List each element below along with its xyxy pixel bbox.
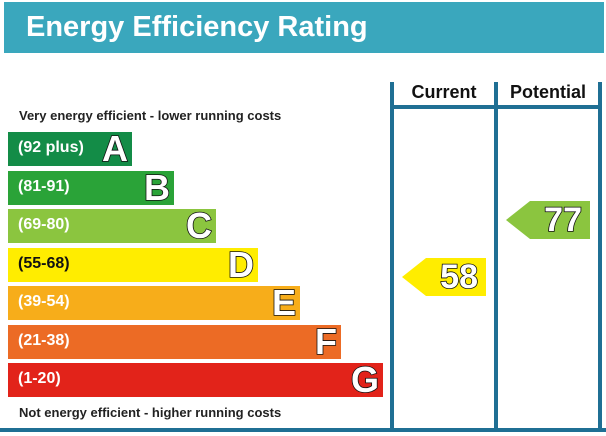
bottom-note: Not energy efficient - higher running co… [19, 405, 282, 420]
band-d: (55-68) D [8, 243, 258, 285]
column-divider-line [494, 82, 498, 429]
current-rating-arrow: 58 [402, 257, 486, 297]
band-letter-label: F [314, 320, 338, 362]
band-range-label: (21-38) [18, 331, 70, 349]
band-c: (69-80) C [8, 205, 216, 247]
band-range-label: (1-20) [18, 370, 61, 387]
bottom-frame-line [0, 428, 606, 432]
current-rating-value: 58 [439, 257, 478, 297]
band-range-label: (39-54) [18, 293, 70, 310]
band-range-label: (69-80) [18, 216, 70, 233]
band-letter-label: D [227, 243, 255, 285]
current-left-line [390, 82, 394, 429]
top-note: Very energy efficient - lower running co… [19, 108, 282, 123]
potential-rating-arrow: 77 [506, 200, 590, 240]
potential-column-header: Potential [509, 82, 586, 102]
band-e: (39-54) E [8, 282, 300, 324]
band-range-label: (81-91) [18, 177, 70, 195]
header-bar: Energy Efficiency Rating [4, 2, 604, 53]
band-letter-label: A [101, 128, 129, 170]
potential-arrow-shape [506, 201, 590, 239]
band-letter-label: C [185, 205, 213, 247]
band-letter-label: E [271, 282, 297, 324]
band-letter-label: G [350, 359, 380, 401]
potential-right-line [598, 82, 602, 429]
band-g: (1-20) G [8, 359, 383, 401]
band-letter-label: B [143, 166, 171, 208]
band-range-label: (55-68) [18, 254, 70, 272]
current-arrow-shape [402, 258, 486, 296]
band-range-label: (92 plus) [18, 139, 84, 156]
band-b: (81-91) B [8, 166, 174, 208]
page-title: Energy Efficiency Rating [26, 11, 368, 43]
column-header-line [390, 105, 602, 109]
band-a: (92 plus) A [8, 128, 132, 170]
potential-rating-value: 77 [543, 200, 582, 240]
current-column-header: Current [411, 82, 477, 102]
band-f: (21-38) F [8, 320, 341, 362]
